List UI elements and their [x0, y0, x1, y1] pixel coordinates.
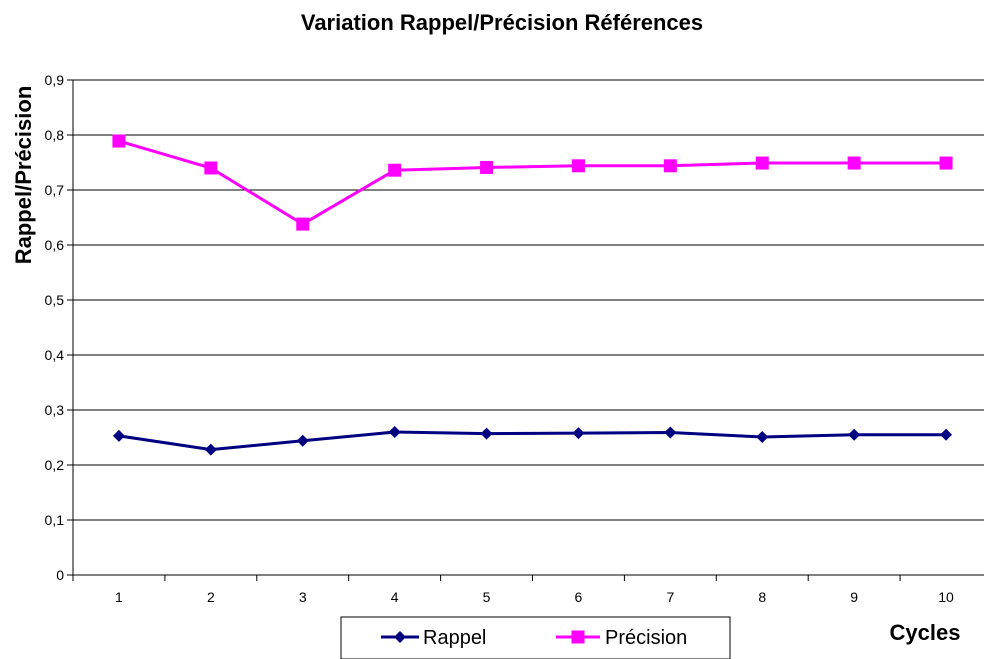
data-point: [204, 161, 218, 175]
legend-label: Précision: [605, 627, 687, 649]
series-line: [118, 139, 947, 226]
chart-title: Variation Rappel/Précision Références: [301, 10, 703, 35]
x-tick-label: 8: [758, 589, 766, 605]
data-point: [939, 156, 953, 170]
x-tick-label: 5: [483, 589, 491, 605]
x-tick-label: 4: [391, 589, 399, 605]
data-point: [940, 428, 953, 441]
y-tick-label: 0,9: [45, 72, 65, 88]
series-precision: [112, 134, 953, 231]
data-point: [388, 426, 401, 438]
y-axis-label: Rappel/Précision: [11, 86, 36, 265]
series-layer: [112, 134, 953, 456]
data-point: [756, 430, 769, 443]
data-point: [572, 427, 585, 440]
x-tick-label: 6: [575, 589, 583, 605]
y-tick-label: 0,7: [45, 182, 65, 198]
data-point: [847, 156, 861, 170]
legend-swatch-marker: [571, 630, 585, 644]
y-tick-label: 0,8: [45, 127, 65, 143]
data-point: [204, 443, 217, 456]
data-point: [296, 217, 310, 231]
data-point: [112, 429, 125, 442]
y-tick-label: 0,6: [45, 237, 65, 253]
data-point: [664, 426, 677, 439]
legend: Rappel Précision: [340, 616, 731, 659]
data-point: [296, 434, 309, 447]
x-tick-label: 2: [207, 589, 215, 605]
y-tick-label: 0: [56, 567, 64, 583]
axis-layer: 0 0,1 0,2 0,3 0,4 0,5 0,6 0,7 0,8 0,9 1 2 3 4 5 6 7 8 9 10: [45, 72, 984, 605]
data-point: [480, 160, 494, 174]
y-tick-label: 0,2: [45, 457, 65, 473]
series-line: [118, 430, 947, 452]
legend-swatch-marker: [394, 631, 406, 643]
y-tick-label: 0,1: [45, 512, 65, 528]
data-point: [663, 159, 677, 173]
data-point: [571, 159, 585, 173]
x-axis-label: Cycles: [890, 620, 961, 645]
x-tick-label: 10: [938, 589, 954, 605]
y-tick-label: 0,5: [45, 292, 65, 308]
data-point: [755, 156, 769, 170]
series-rappel: [112, 426, 953, 456]
x-tick-label: 1: [115, 589, 123, 605]
grid-layer: [73, 79, 984, 521]
x-tick-label: 9: [850, 589, 858, 605]
x-tick-label: 3: [299, 589, 307, 605]
y-tick-label: 0,4: [45, 347, 65, 363]
data-point: [848, 428, 861, 441]
x-tick-label: 7: [666, 589, 674, 605]
data-point: [388, 163, 402, 177]
legend-label: Rappel: [423, 627, 486, 649]
y-tick-label: 0,3: [45, 402, 65, 418]
data-point: [112, 134, 126, 148]
data-point: [480, 427, 493, 440]
